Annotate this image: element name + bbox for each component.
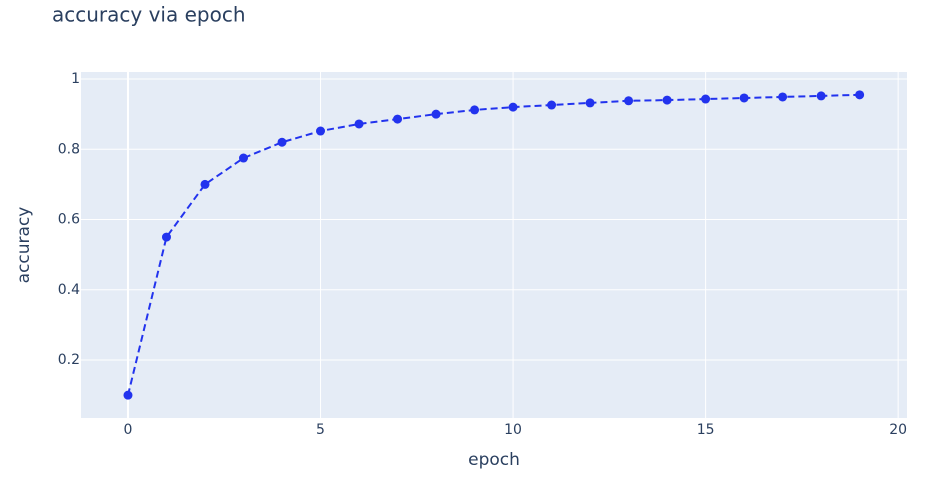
point	[816, 91, 826, 101]
y-tick-label: 0.4	[58, 282, 80, 298]
point	[123, 390, 133, 400]
y-axis-title: accuracy	[14, 207, 34, 284]
marks	[123, 90, 865, 400]
x-tick-label: 5	[316, 422, 325, 438]
x-tick-label: 0	[124, 422, 133, 438]
point	[547, 100, 557, 110]
point	[277, 137, 287, 147]
point	[239, 153, 249, 163]
line	[127, 93, 860, 396]
point	[200, 179, 210, 189]
y-tick-label: 1	[71, 71, 80, 87]
x-axis-title: epoch	[468, 450, 520, 470]
point	[431, 109, 441, 119]
point	[585, 98, 595, 108]
point	[662, 95, 672, 105]
x-tick-label: 15	[697, 422, 715, 438]
point	[161, 232, 171, 242]
grid	[81, 72, 907, 418]
x-tick-label: 10	[504, 422, 522, 438]
point	[739, 93, 749, 103]
plot-area	[81, 72, 907, 418]
y-tick-label: 0.6	[58, 212, 80, 228]
y-tick-label: 0.2	[58, 352, 80, 368]
y-tick-label: 0.8	[58, 141, 80, 157]
chart-title: accuracy via epoch	[52, 3, 246, 27]
point	[624, 96, 634, 106]
point	[316, 126, 326, 136]
x-tick-label: 20	[889, 422, 907, 438]
point	[354, 119, 364, 129]
point	[778, 92, 788, 102]
point	[855, 90, 865, 100]
point	[508, 102, 518, 112]
point	[393, 114, 403, 124]
point	[470, 105, 480, 115]
point	[701, 94, 711, 104]
